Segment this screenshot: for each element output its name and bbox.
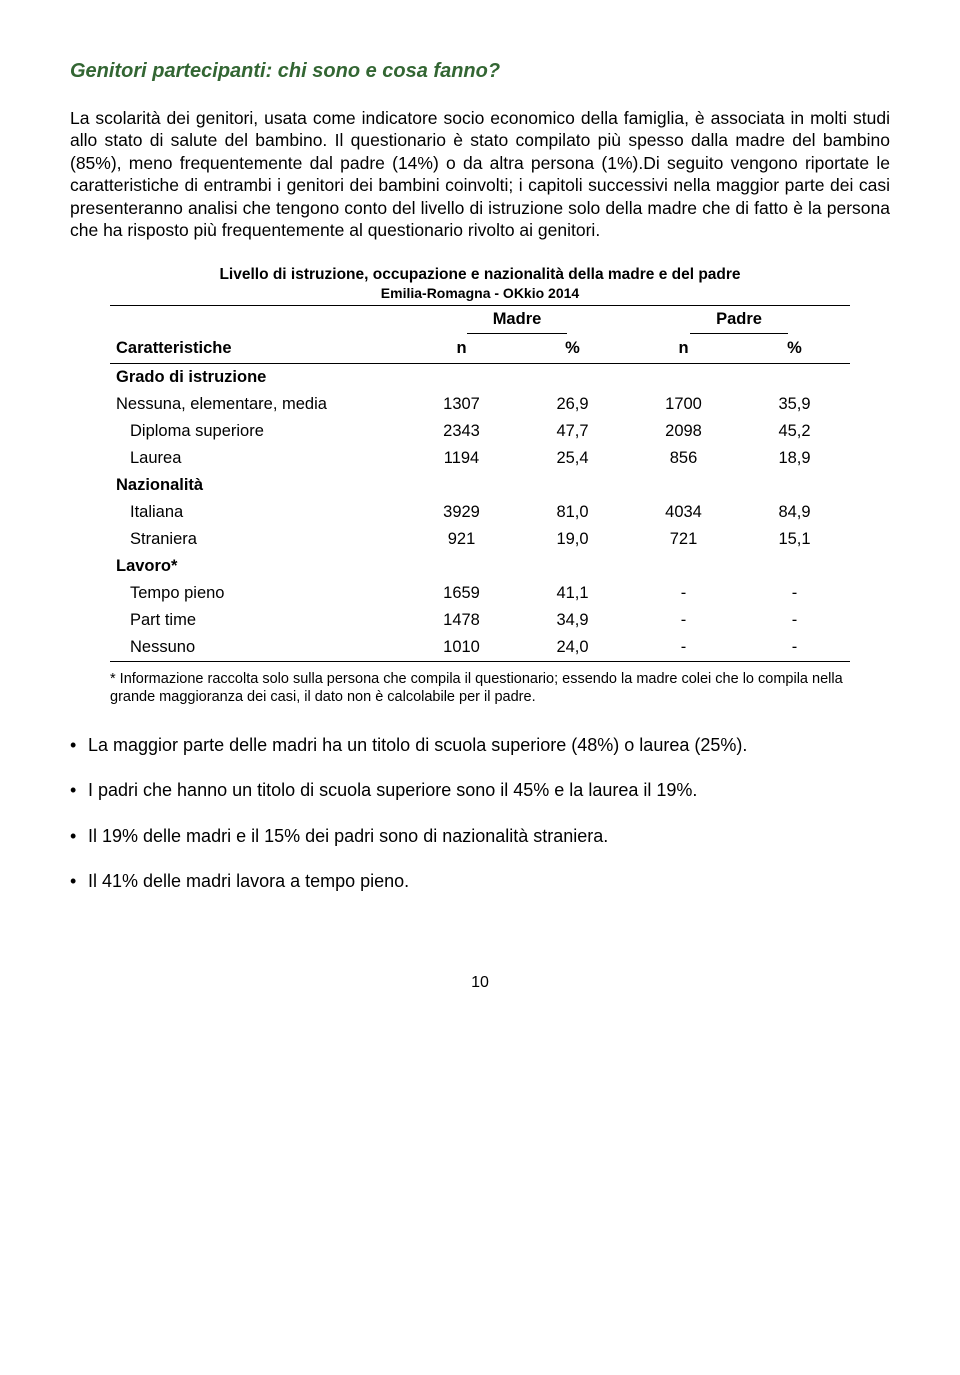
cell-value: 41,1 — [517, 580, 628, 607]
cell-value: 24,0 — [517, 634, 628, 662]
cell-value: 35,9 — [739, 391, 850, 418]
cell-value: 15,1 — [739, 526, 850, 553]
cell-value: 45,2 — [739, 418, 850, 445]
table-footnote: * Informazione raccolta solo sulla perso… — [110, 670, 850, 706]
cell-value: 34,9 — [517, 607, 628, 634]
bullet-item: Il 19% delle madri e il 15% dei padri so… — [70, 825, 890, 848]
row-label: Nessuna, elementare, media — [110, 391, 406, 418]
bullet-item: I padri che hanno un titolo di scuola su… — [70, 779, 890, 802]
cell-value: 1659 — [406, 580, 517, 607]
cell-value: 25,4 — [517, 445, 628, 472]
cell-value: - — [628, 580, 739, 607]
cell-value: 18,9 — [739, 445, 850, 472]
cell-value: 81,0 — [517, 499, 628, 526]
row-label: Straniera — [110, 526, 406, 553]
table-section-header: Lavoro* — [110, 553, 850, 580]
cell-value: 4034 — [628, 499, 739, 526]
cell-value: 721 — [628, 526, 739, 553]
col-padre-pct: % — [739, 334, 850, 364]
cell-value: 856 — [628, 445, 739, 472]
cell-value: - — [739, 607, 850, 634]
cell-value: 19,0 — [517, 526, 628, 553]
col-caratteristiche: Caratteristiche — [110, 334, 406, 364]
bullet-list: La maggior parte delle madri ha un titol… — [70, 734, 890, 894]
table-subtitle: Emilia-Romagna - OKkio 2014 — [110, 285, 850, 301]
parents-table: Livello di istruzione, occupazione e naz… — [110, 265, 850, 661]
cell-value: 1010 — [406, 634, 517, 662]
row-label: Italiana — [110, 499, 406, 526]
bullet-item: La maggior parte delle madri ha un titol… — [70, 734, 890, 757]
page-number: 10 — [70, 974, 890, 992]
cell-value: 84,9 — [739, 499, 850, 526]
col-padre-n: n — [628, 334, 739, 364]
table-section-header: Nazionalità — [110, 472, 850, 499]
data-table: Madre Padre Caratteristiche n % n % Grad… — [110, 305, 850, 662]
cell-value: 2343 — [406, 418, 517, 445]
row-label: Diploma superiore — [110, 418, 406, 445]
cell-value: - — [739, 580, 850, 607]
cell-value: - — [628, 634, 739, 662]
cell-value: 1478 — [406, 607, 517, 634]
cell-value: - — [628, 607, 739, 634]
intro-paragraph: La scolarità dei genitori, usata come in… — [70, 107, 890, 241]
cell-value: 26,9 — [517, 391, 628, 418]
col-madre-pct: % — [517, 334, 628, 364]
cell-value: 921 — [406, 526, 517, 553]
cell-value: 47,7 — [517, 418, 628, 445]
group-header-padre: Padre — [690, 306, 788, 334]
cell-value: 2098 — [628, 418, 739, 445]
section-title: Genitori partecipanti: chi sono e cosa f… — [70, 60, 890, 83]
cell-value: 3929 — [406, 499, 517, 526]
col-madre-n: n — [406, 334, 517, 364]
row-label: Tempo pieno — [110, 580, 406, 607]
cell-value: 1700 — [628, 391, 739, 418]
bullet-item: Il 41% delle madri lavora a tempo pieno. — [70, 870, 890, 893]
table-title: Livello di istruzione, occupazione e naz… — [110, 265, 850, 284]
cell-value: 1307 — [406, 391, 517, 418]
cell-value: 1194 — [406, 445, 517, 472]
row-label: Nessuno — [110, 634, 406, 662]
row-label: Part time — [110, 607, 406, 634]
group-header-madre: Madre — [467, 306, 568, 334]
cell-value: - — [739, 634, 850, 662]
table-section-header: Grado di istruzione — [110, 363, 850, 391]
row-label: Laurea — [110, 445, 406, 472]
